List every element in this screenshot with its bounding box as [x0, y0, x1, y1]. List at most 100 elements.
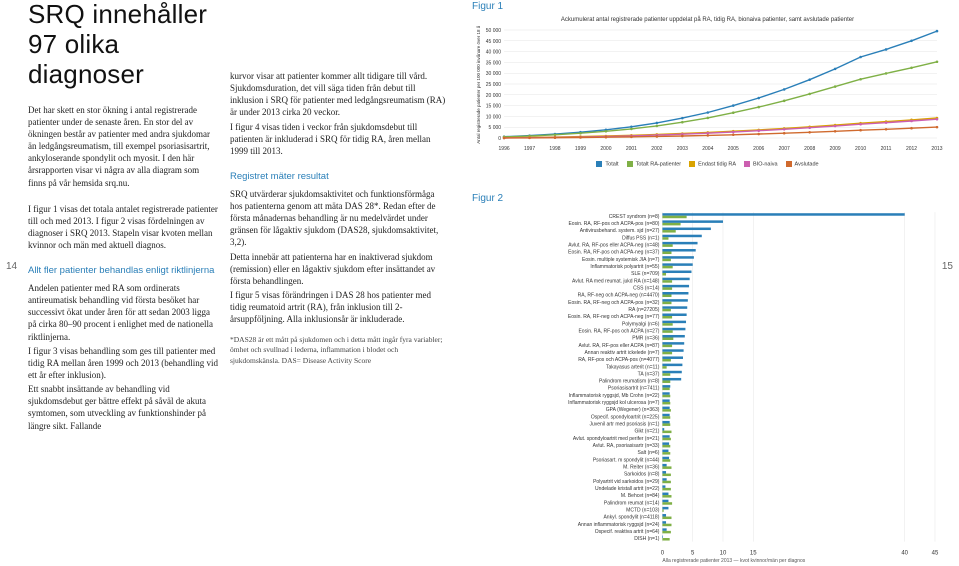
svg-text:RA, RF-pos och ACPA-pos (n=407: RA, RF-pos och ACPA-pos (n=4077): [578, 356, 659, 362]
svg-text:2003: 2003: [677, 146, 688, 152]
mid-p4: Detta innebär att patienterna har en ina…: [230, 251, 448, 287]
figure-2-label: Figur 2: [472, 192, 943, 206]
svg-text:Antal registrerade patienter p: Antal registrerade patienter per 100 000…: [475, 26, 481, 144]
svg-text:2007: 2007: [779, 146, 790, 152]
left-p4: I figur 3 visas behandling som ges till …: [28, 345, 218, 381]
svg-text:Ospecif. spondyloartrit (n=225: Ospecif. spondyloartrit (n=225): [591, 414, 660, 420]
left-p2: I figur 1 visas det totala antalet regis…: [28, 203, 218, 252]
svg-text:40 000: 40 000: [486, 49, 502, 55]
svg-text:2001: 2001: [626, 146, 637, 152]
svg-text:Avlut. RA, psoriasisartr (n=33: Avlut. RA, psoriasisartr (n=33): [593, 442, 660, 448]
svg-text:Avlut. RA, RF-pos eller ACPA-n: Avlut. RA, RF-pos eller ACPA-neg (n=48): [568, 242, 659, 248]
page-number-left: 14: [6, 260, 17, 274]
svg-text:0: 0: [498, 136, 501, 142]
svg-text:0: 0: [661, 549, 665, 556]
svg-text:2004: 2004: [702, 146, 713, 152]
svg-text:Annan inflammatorisk ryggsjd (: Annan inflammatorisk ryggsjd (n=24): [578, 521, 660, 527]
mid-p3: SRQ utvärderar sjukdomsaktivitet och fun…: [230, 188, 448, 249]
svg-text:DISH (n=1): DISH (n=1): [634, 536, 659, 542]
svg-text:10: 10: [720, 549, 727, 556]
figure-1-title: Ackumulerat antal registrerade patienter…: [472, 16, 943, 24]
mid-footnote: *DAS28 är ett mått på sjukdomen och i de…: [230, 335, 448, 365]
mid-p2: I figur 4 visas tiden i veckor från sjuk…: [230, 121, 448, 157]
svg-text:Juvenil artr med psoriasis (n=: Juvenil artr med psoriasis (n=1): [589, 421, 659, 427]
left-p3: Andelen patienter med RA som ordinerats …: [28, 282, 218, 343]
svg-text:2013: 2013: [931, 146, 942, 152]
page-title: SRQ innehåller 97 olika diagnoser: [28, 0, 218, 90]
svg-text:10 000: 10 000: [486, 114, 502, 120]
svg-text:2005: 2005: [728, 146, 739, 152]
svg-text:CSS (n=14): CSS (n=14): [633, 285, 660, 291]
legend-item: BIO-naiva: [744, 161, 777, 169]
figure-1-legend: TotaltTotalt RA-patienterEndast tidig RA…: [472, 161, 943, 169]
svg-text:2011: 2011: [881, 146, 892, 152]
svg-text:20 000: 20 000: [486, 92, 502, 98]
svg-text:Annan reaktiv artrit ickelede: Annan reaktiv artrit ickelede (n=7): [584, 349, 659, 355]
svg-text:2006: 2006: [753, 146, 764, 152]
right-column: Figur 1 Ackumulerat antal registrerade p…: [460, 0, 959, 553]
svg-text:Psoriasart. m spondylit (n=44): Psoriasart. m spondylit (n=44): [593, 457, 660, 463]
svg-text:Salt (n=6): Salt (n=6): [638, 450, 660, 456]
mid-p1: kurvor visar att patienter kommer allt t…: [230, 70, 448, 119]
svg-text:Eosin. RA, RF-pos och ACPA-neg: Eosin. RA, RF-pos och ACPA-neg (n=37): [568, 249, 659, 255]
svg-text:50 000: 50 000: [486, 28, 502, 34]
svg-text:2002: 2002: [651, 146, 662, 152]
svg-text:Eosin. multiple systemisk JIA: Eosin. multiple systemisk JIA (n=7): [582, 256, 660, 262]
svg-text:Inflammatorisk polyartrit (n=5: Inflammatorisk polyartrit (n=55): [590, 263, 659, 269]
svg-text:GPA (Wegener) (n=363): GPA (Wegener) (n=363): [606, 407, 660, 413]
mid-subhead-1: Registret mäter resultat: [230, 171, 448, 184]
svg-text:Polyartrit vid sarkoidos (n=29: Polyartrit vid sarkoidos (n=29): [593, 478, 660, 484]
mid-p5: I figur 5 visas förändringen i DAS 28 ho…: [230, 289, 448, 325]
figure-1-label: Figur 1: [472, 0, 943, 14]
svg-text:Diffus PSS (n=1): Diffus PSS (n=1): [622, 235, 660, 241]
svg-text:2010: 2010: [855, 146, 866, 152]
svg-text:5: 5: [691, 549, 695, 556]
svg-text:Undelade kristall artrit (n=22: Undelade kristall artrit (n=22): [595, 485, 660, 491]
svg-text:Palindrom reumat (n=14): Palindrom reumat (n=14): [604, 500, 660, 506]
svg-text:CREST syndrom (n=8): CREST syndrom (n=8): [609, 213, 660, 219]
left-p1: Det har skett en stor ökning i antal reg…: [28, 104, 218, 189]
figure-2-chart: 0510154045CREST syndrom (n=8)Eosin. RA, …: [472, 210, 943, 563]
svg-text:45 000: 45 000: [486, 38, 502, 44]
left-column: SRQ innehåller 97 olika diagnoser Det ha…: [0, 0, 230, 553]
svg-text:Inflammatorisk ryggsjd kol ulc: Inflammatorisk ryggsjd kol ulcerosa (n=7…: [568, 399, 660, 405]
svg-text:2012: 2012: [906, 146, 917, 152]
svg-text:Gikt (n=21): Gikt (n=21): [635, 428, 660, 434]
svg-text:5 000: 5 000: [489, 125, 502, 131]
svg-text:M. Behcet (n=84): M. Behcet (n=84): [621, 493, 660, 499]
left-subhead-1: Allt fler patienter behandlas enligt rik…: [28, 265, 218, 278]
svg-text:MCTD (n=103): MCTD (n=103): [626, 507, 659, 513]
figure-1: Figur 1 Ackumulerat antal registrerade p…: [472, 0, 943, 169]
svg-text:40: 40: [901, 549, 908, 556]
svg-text:Polymyalgi (n=6): Polymyalgi (n=6): [622, 321, 660, 327]
svg-text:Avlut. spondyloartrit med peri: Avlut. spondyloartrit med perifer (n=21): [573, 435, 660, 441]
svg-text:M. Reiter (n=36): M. Reiter (n=36): [623, 464, 660, 470]
mid-column: kurvor visar att patienter kommer allt t…: [230, 0, 460, 553]
svg-text:Takayasus arterit (n=11): Takayasus arterit (n=11): [606, 364, 660, 370]
svg-text:2000: 2000: [600, 146, 611, 152]
svg-text:Antivirusbehand. system. sjd (: Antivirusbehand. system. sjd (n=27): [580, 228, 660, 234]
legend-item: Totalt RA-patienter: [627, 161, 682, 169]
svg-text:Eosin. RA, RF-pos och ACPA-pos: Eosin. RA, RF-pos och ACPA-pos (n=80): [568, 220, 659, 226]
figure-1-chart: 05 00010 00015 00020 00025 00030 00035 0…: [472, 26, 943, 156]
svg-text:1998: 1998: [549, 146, 560, 152]
svg-text:25 000: 25 000: [486, 82, 502, 88]
svg-text:SLE (n=709): SLE (n=709): [631, 271, 659, 277]
svg-text:45: 45: [932, 549, 939, 556]
svg-text:RA (n=27205): RA (n=27205): [628, 306, 659, 312]
svg-text:PMR (n=36): PMR (n=36): [632, 335, 659, 341]
svg-text:Sarkoidos (n=8): Sarkoidos (n=8): [624, 471, 660, 477]
svg-text:Palindrom reumatism (n=8): Palindrom reumatism (n=8): [599, 378, 660, 384]
svg-text:Alla registrerade patienter 20: Alla registrerade patienter 2013 — kvot …: [662, 557, 805, 562]
svg-text:Ankyl. spondylit (n=4118): Ankyl. spondylit (n=4118): [603, 514, 659, 520]
svg-text:2009: 2009: [830, 146, 841, 152]
svg-text:15 000: 15 000: [486, 103, 502, 109]
legend-item: Avslutade: [786, 161, 819, 169]
svg-text:1997: 1997: [524, 146, 535, 152]
svg-text:30 000: 30 000: [486, 71, 502, 77]
left-p5: Ett snabbt insättande av behandling vid …: [28, 383, 218, 432]
svg-text:1996: 1996: [498, 146, 509, 152]
svg-text:TA (n=37): TA (n=37): [638, 371, 660, 377]
svg-text:Avlut. RA, RF-pos eller ACPA (: Avlut. RA, RF-pos eller ACPA (n=87): [579, 342, 660, 348]
svg-text:RA, RF-neg och ACPA-neg (n=447: RA, RF-neg och ACPA-neg (n=4470): [578, 292, 660, 298]
